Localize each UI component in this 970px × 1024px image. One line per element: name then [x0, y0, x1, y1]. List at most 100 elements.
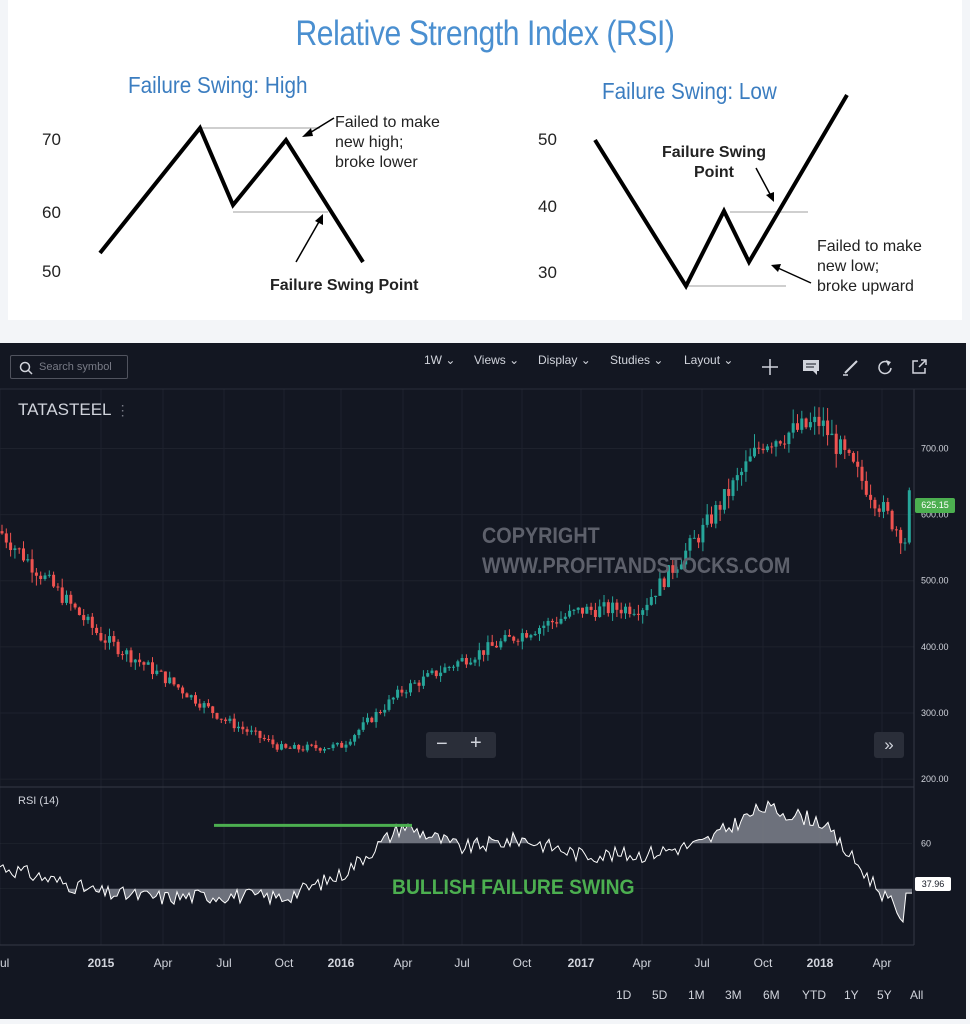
candle-body: [73, 603, 77, 608]
candle-body: [318, 748, 322, 751]
candle-body: [305, 744, 309, 751]
timeframe-all[interactable]: All: [910, 988, 924, 1002]
candle-body: [813, 416, 817, 423]
candle-body: [770, 446, 774, 448]
candle-body: [882, 502, 885, 512]
views-menu[interactable]: Views ⌄: [474, 353, 519, 367]
timeframe-ytd[interactable]: YTD: [802, 988, 826, 1002]
candle-body: [555, 622, 559, 624]
candle-body: [495, 645, 498, 648]
candle-body: [138, 659, 142, 663]
candle-body: [688, 538, 692, 551]
rsi-label: RSI (14): [18, 795, 59, 807]
candle-body: [439, 672, 443, 677]
crosshair-icon[interactable]: [761, 358, 779, 376]
views-label: Views: [474, 353, 506, 367]
symbol-label: TATASTEEL ⋮: [18, 400, 130, 420]
candle-body: [808, 422, 812, 428]
timeframe-3m[interactable]: 3M: [725, 988, 742, 1002]
candle-body: [9, 542, 13, 551]
candle-body: [778, 441, 782, 444]
candle-body: [181, 687, 185, 694]
candle-body: [847, 449, 851, 453]
candle-body: [701, 524, 705, 543]
popout-icon[interactable]: [910, 358, 928, 376]
candle-body: [636, 613, 640, 615]
candle-body: [873, 499, 877, 509]
candle-body: [258, 730, 262, 738]
timeframe-5d[interactable]: 5D: [652, 988, 668, 1002]
candle-body: [267, 739, 271, 741]
candle-body: [529, 635, 533, 638]
display-menu[interactable]: Display ⌄: [538, 353, 591, 367]
x-tick-label: Apr: [873, 956, 892, 970]
candle-body: [194, 695, 197, 704]
candle-body: [387, 699, 391, 710]
interval-label: 1W: [424, 353, 442, 367]
note-line: new low;: [817, 258, 880, 275]
comment-icon[interactable]: [802, 358, 820, 376]
more-icon[interactable]: ⋮: [115, 402, 130, 418]
candle-body: [52, 574, 56, 587]
candle-body: [602, 602, 606, 607]
failure-swing-high-heading: Failure Swing: High: [128, 72, 308, 98]
timeframe-6m[interactable]: 6M: [763, 988, 780, 1002]
candle-body: [761, 448, 765, 451]
candle-body: [903, 542, 907, 544]
candle-body: [95, 627, 99, 634]
candle-body: [284, 744, 288, 748]
search-icon: [19, 361, 33, 375]
candle-body: [662, 578, 666, 588]
candle-body: [593, 609, 597, 617]
timeframe-1m[interactable]: 1M: [688, 988, 705, 1002]
candle-body: [615, 602, 619, 610]
candle-body: [452, 666, 455, 668]
candle-body: [280, 744, 283, 750]
candle-body: [765, 446, 769, 451]
candle-body: [705, 514, 709, 525]
x-tick-label: Apr: [394, 956, 413, 970]
layout-menu[interactable]: Layout ⌄: [684, 353, 733, 367]
pencil-icon[interactable]: [842, 358, 860, 376]
candle-body: [13, 548, 17, 551]
candle-body: [241, 726, 245, 730]
level-label: 30: [538, 263, 557, 282]
failure-swing-point-note-low: Failure Swing Point: [662, 143, 766, 183]
candle-body: [839, 439, 842, 454]
scroll-to-realtime-button[interactable]: »: [874, 732, 904, 758]
timeframe-1d[interactable]: 1D: [616, 988, 632, 1002]
candle-body: [490, 642, 494, 646]
last-price-badge: 625.15: [915, 498, 955, 513]
rsi-area: [0, 800, 912, 924]
candle-body: [533, 633, 537, 636]
watermark-line: COPYRIGHT: [482, 523, 600, 548]
candle-body: [667, 565, 670, 588]
candle-body: [361, 722, 365, 730]
zoom-in-button[interactable]: +: [470, 732, 482, 754]
price-tick-label: 700.00: [921, 444, 949, 454]
candle-body: [619, 609, 623, 614]
x-tick-label: 2016: [328, 956, 355, 970]
candle-body: [589, 606, 593, 610]
search-input[interactable]: Search symbol: [10, 355, 128, 379]
studies-menu[interactable]: Studies ⌄: [610, 353, 663, 367]
price-tick-label: 600.00: [921, 510, 949, 520]
zoom-out-button[interactable]: −: [436, 733, 448, 755]
level-label: 60: [42, 203, 61, 222]
interval-dropdown[interactable]: 1W ⌄: [424, 353, 455, 367]
candle-body: [464, 657, 468, 665]
x-tick-label: Jul: [216, 956, 231, 970]
refresh-icon[interactable]: [876, 358, 894, 376]
candle-body: [323, 749, 326, 751]
x-tick-label: 2018: [807, 956, 834, 970]
candle-body: [198, 703, 202, 708]
x-tick-label: 2017: [568, 956, 595, 970]
candle-body: [516, 640, 520, 642]
timeframe-1y[interactable]: 1Y: [844, 988, 859, 1002]
zoom-controls: − +: [426, 732, 496, 758]
candle-body: [383, 709, 387, 713]
candle-body: [108, 636, 111, 643]
timeframe-5y[interactable]: 5Y: [877, 988, 892, 1002]
candle-body: [65, 594, 68, 603]
note-line: Failed to make: [817, 238, 922, 255]
